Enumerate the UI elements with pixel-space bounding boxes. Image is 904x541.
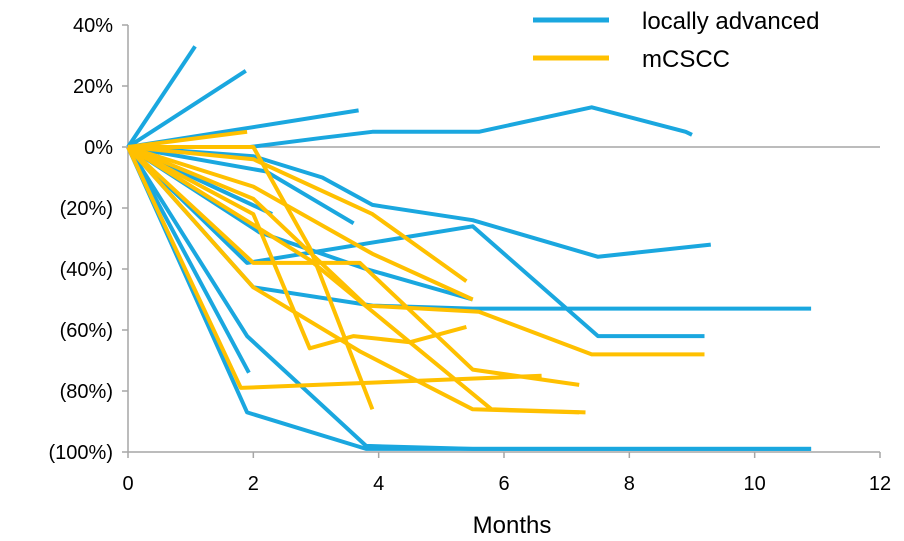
legend-label-mcscc: mCSCC	[642, 46, 730, 73]
legend-label-locally-advanced: locally advanced	[642, 8, 819, 35]
y-tick-label: (20%)	[60, 198, 113, 220]
y-tick-label: (80%)	[60, 381, 113, 403]
x-tick-label: 0	[122, 473, 133, 495]
series-line-mcscc-14	[127, 129, 248, 149]
series-line-locally-advanced-11	[126, 146, 251, 374]
x-tick-label: 8	[624, 473, 635, 495]
x-tick-label: 2	[248, 473, 259, 495]
series-line-mcscc-18	[127, 145, 705, 357]
x-tick-label: 12	[869, 473, 891, 495]
x-axis-title: Months	[473, 512, 552, 539]
series-line-locally-advanced-1	[126, 45, 197, 149]
tick-labels: 40% 20% 0% (20%) (40%) (60%) (80%) (100%) 0 2 4 6 8 1…	[49, 15, 892, 495]
series-layer	[126, 45, 812, 451]
series-line-locally-advanced-4	[128, 105, 693, 149]
x-tick-label: 10	[744, 473, 766, 495]
legend: locally advanced mCSCC	[533, 8, 819, 73]
y-tick-label: (40%)	[60, 259, 113, 281]
y-tick-label: 40%	[73, 15, 113, 37]
x-tick-label: 4	[373, 473, 384, 495]
series-line-locally-advanced-5	[127, 145, 712, 259]
series-line-mcscc-20	[126, 145, 580, 387]
y-tick-label: (60%)	[60, 320, 113, 342]
series-line-mcscc-16	[127, 145, 468, 283]
series-line-locally-advanced-2	[126, 69, 247, 149]
series-line-mcscc-17	[127, 145, 474, 302]
series-line-mcscc-23	[126, 145, 586, 415]
y-tick-label: 0%	[84, 137, 113, 159]
series-line-mcscc-15	[128, 145, 375, 411]
series-line-mcscc-22	[126, 146, 542, 390]
series-line-locally-advanced-6	[126, 145, 705, 339]
series-line-mcscc-19	[127, 145, 467, 351]
x-tick-label: 6	[498, 473, 509, 495]
series-line-locally-advanced-13	[126, 146, 812, 451]
y-tick-label: 20%	[73, 76, 113, 98]
y-tick-label: (100%)	[49, 442, 113, 464]
